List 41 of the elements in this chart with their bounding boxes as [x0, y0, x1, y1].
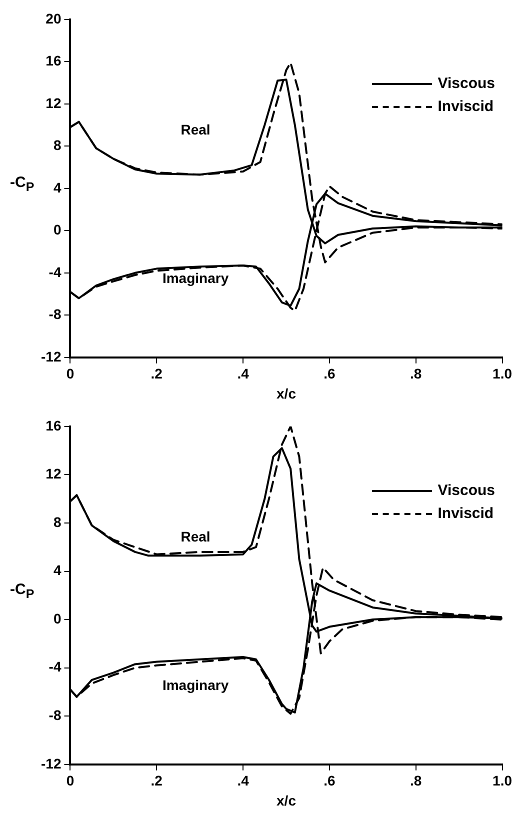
y-axis-title: -C$_{P}$: [10, 580, 34, 601]
annotation: Real: [180, 121, 210, 138]
y-tick-label: 16: [46, 52, 62, 69]
y-tick-label: -8: [48, 706, 62, 723]
legend-label: Viscous: [438, 482, 495, 500]
x-tick-label: .4: [237, 772, 250, 789]
annotation: Real: [180, 528, 210, 544]
y-tick-label: 20: [46, 10, 62, 26]
y-tick-label: 0: [53, 222, 62, 238]
x-tick-label: 1.0: [492, 366, 512, 382]
y-tick-label: 8: [53, 137, 62, 154]
y-tick-label: -4: [48, 264, 62, 280]
legend-label: Inviscid: [438, 505, 494, 522]
annotation: Imaginary: [162, 270, 229, 286]
y-tick-label: 12: [46, 466, 62, 482]
y-tick-label: 12: [46, 94, 62, 111]
annotation: Imaginary: [162, 677, 229, 694]
y-tick-label: 4: [53, 179, 62, 196]
x-tick-label: .8: [410, 366, 422, 382]
x-tick-label: .2: [150, 366, 163, 382]
x-axis-title: x/c: [276, 792, 296, 808]
y-axis-title: -C$_{P}$: [10, 174, 34, 194]
x-tick-label: 0: [66, 366, 74, 382]
x-tick-label: 0: [66, 772, 74, 789]
y-tick-label: 4: [53, 562, 62, 578]
y-tick-label: 8: [53, 514, 62, 530]
legend-label: Inviscid: [438, 98, 494, 116]
y-tick-label: 0: [53, 610, 62, 626]
x-tick-label: .4: [237, 366, 250, 382]
y-tick-label: 16: [46, 417, 62, 434]
legend-label: Viscous: [438, 75, 495, 92]
y-tick-label: -12: [41, 755, 62, 772]
x-tick-label: 1.0: [492, 772, 512, 789]
y-tick-label: -8: [48, 306, 62, 322]
x-tick-label: .2: [150, 772, 163, 789]
y-tick-label: -12: [41, 348, 62, 364]
x-axis-title: x/c: [276, 385, 296, 402]
x-tick-label: .8: [410, 772, 422, 789]
x-tick-label: .6: [324, 772, 336, 789]
x-tick-label: .6: [324, 366, 336, 382]
y-tick-label: -4: [48, 658, 62, 675]
